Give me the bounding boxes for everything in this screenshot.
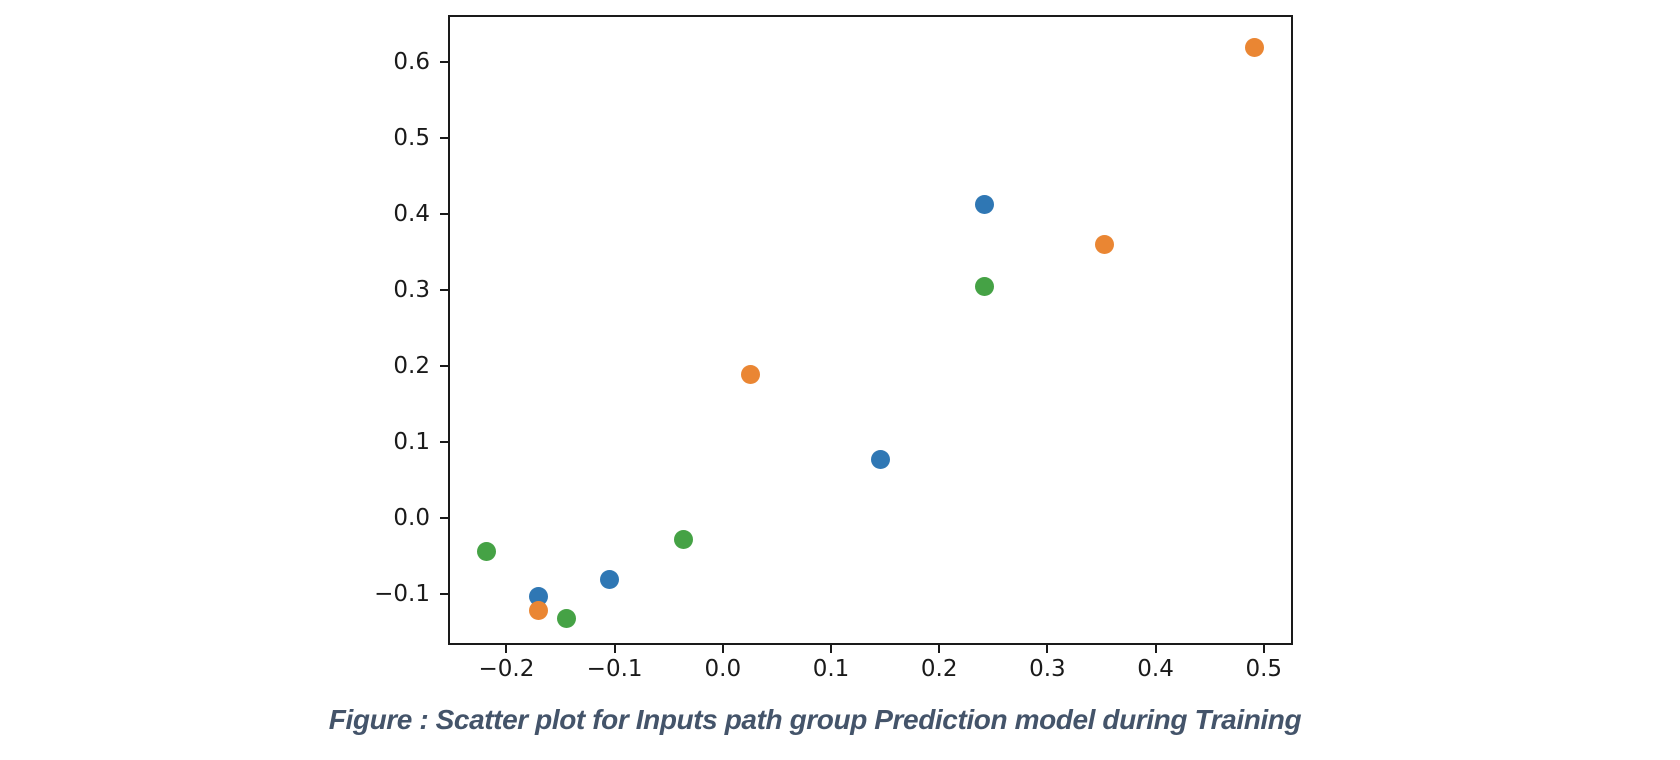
x-tick-mark (1262, 645, 1265, 653)
data-point-blue (529, 586, 549, 606)
data-point-orange (1245, 37, 1265, 57)
x-tick-label: 0.0 (704, 656, 742, 682)
x-tick-mark (613, 645, 616, 653)
data-point-green (557, 609, 577, 629)
x-tick-label: −0.2 (478, 656, 535, 682)
x-tick-mark (830, 645, 832, 653)
y-tick-mark (440, 61, 448, 64)
y-tick-mark (440, 441, 448, 444)
data-point-orange (741, 364, 761, 384)
x-tick-label: 0.3 (1029, 656, 1066, 682)
x-tick-mark (721, 645, 724, 653)
plot-area (448, 15, 1293, 645)
data-point-blue (974, 195, 994, 215)
y-tick-label: 0.3 (393, 277, 430, 304)
data-point-blue (599, 569, 619, 589)
y-tick-label: 0.1 (393, 429, 430, 456)
y-tick-mark (440, 213, 448, 216)
figure-caption: Figure : Scatter plot for Inputs path gr… (328, 704, 1302, 735)
x-tick-mark (505, 645, 508, 653)
x-tick-label: 0.1 (812, 656, 850, 682)
y-tick-label: 0.4 (393, 201, 430, 228)
y-tick-label: 0.2 (393, 353, 430, 380)
data-point-green (974, 277, 994, 297)
x-tick-label: 0.2 (920, 656, 958, 682)
data-point-orange (1095, 235, 1115, 255)
x-tick-mark (938, 645, 941, 653)
y-tick-mark (440, 365, 448, 368)
x-tick-mark (1046, 645, 1049, 653)
y-tick-label: −0.1 (374, 581, 430, 608)
x-tick-label: −0.1 (586, 656, 643, 682)
y-tick-label: 0.5 (393, 125, 430, 152)
y-tick-mark (440, 517, 448, 520)
data-point-green (477, 541, 497, 561)
y-tick-mark (440, 137, 448, 140)
y-tick-mark (440, 289, 448, 292)
y-tick-label: 0.6 (393, 49, 430, 76)
y-tick-label: 0.0 (393, 505, 430, 532)
x-tick-label: 0.4 (1137, 656, 1174, 682)
data-point-blue (871, 449, 891, 469)
data-point-orange (529, 601, 549, 621)
x-tick-label: 0.5 (1245, 656, 1283, 682)
y-tick-mark (440, 593, 448, 596)
data-point-green (674, 530, 694, 550)
x-tick-mark (1154, 645, 1157, 653)
